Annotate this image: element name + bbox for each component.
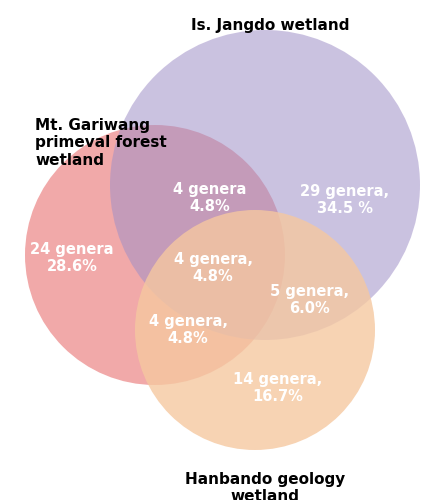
Text: 4 genera,
4.8%: 4 genera, 4.8% xyxy=(148,314,227,346)
Text: Hanbando geology
wetland: Hanbando geology wetland xyxy=(185,472,345,500)
Circle shape xyxy=(25,125,285,385)
Text: Is. Jangdo wetland: Is. Jangdo wetland xyxy=(191,18,349,33)
Circle shape xyxy=(135,210,375,450)
Text: 4 genera
4.8%: 4 genera 4.8% xyxy=(173,182,247,214)
Text: 5 genera,
6.0%: 5 genera, 6.0% xyxy=(270,284,349,316)
Text: 29 genera,
34.5 %: 29 genera, 34.5 % xyxy=(301,184,389,216)
Text: 24 genera
28.6%: 24 genera 28.6% xyxy=(30,242,114,274)
Circle shape xyxy=(110,30,420,340)
Text: 14 genera,
16.7%: 14 genera, 16.7% xyxy=(234,372,323,404)
Text: 4 genera,
4.8%: 4 genera, 4.8% xyxy=(174,252,253,284)
Text: Mt. Gariwang
primeval forest
wetland: Mt. Gariwang primeval forest wetland xyxy=(35,118,167,168)
